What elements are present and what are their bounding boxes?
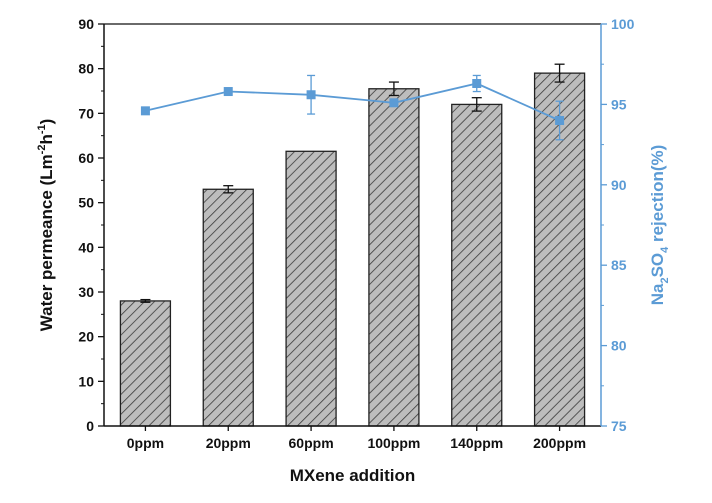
y-axis-title-sup2: -1 <box>36 124 48 134</box>
bar <box>368 88 420 427</box>
y-tick-label: 0 <box>86 418 94 434</box>
rejection-line <box>145 82 560 122</box>
y2-axis-title-end: rejection(%) <box>648 145 667 247</box>
rejection-point <box>306 90 316 100</box>
y-tick-label: 50 <box>78 195 94 211</box>
y2-axis-title-sub2: 4 <box>659 246 671 253</box>
x-tick-label: 0ppm <box>127 435 164 451</box>
x-tick-label: 100ppm <box>367 435 420 451</box>
rejection-point <box>223 87 233 97</box>
y-axis-title-sup1: -2 <box>36 145 48 155</box>
y2-axis-title: Na2SO4 rejection(%) <box>648 145 671 306</box>
y2-axis-title-sub1: 2 <box>659 277 671 283</box>
rejection-point <box>140 106 150 116</box>
y2-axis-title-mid: SO <box>648 253 667 278</box>
x-tick-label: 20ppm <box>206 435 251 451</box>
y2-tick-label: 85 <box>611 257 627 273</box>
y2-tick-label: 75 <box>611 418 627 434</box>
x-axis-title: MXene addition <box>290 466 416 485</box>
y2-tick-label: 100 <box>611 16 635 32</box>
y2-tick-label: 95 <box>611 96 627 112</box>
y2-tick-label: 90 <box>611 177 627 193</box>
x-tick-label: 140ppm <box>450 435 503 451</box>
y-axis-title-end: ) <box>37 119 56 125</box>
y-tick-label: 10 <box>78 373 94 389</box>
rejection-point <box>472 78 482 88</box>
bar <box>451 103 503 427</box>
x-tick-label: 200ppm <box>533 435 586 451</box>
y-tick-label: 80 <box>78 61 94 77</box>
bar <box>119 300 172 427</box>
bars-layer <box>119 63 586 427</box>
y-tick-label: 90 <box>78 16 94 32</box>
y-tick-label: 20 <box>78 329 94 345</box>
axes-layer: 0 10 20 30 40 50 60 70 80 90 75 80 85 90 95 100 0ppm 20pp… <box>78 16 634 451</box>
rejection-point <box>389 98 399 108</box>
bar <box>285 150 337 427</box>
rejection-point <box>555 115 565 125</box>
y-tick-label: 60 <box>78 150 94 166</box>
y2-axis-title-pre: Na <box>648 283 667 305</box>
x-tick-label: 60ppm <box>289 435 334 451</box>
y2-tick-label: 80 <box>611 338 627 354</box>
y-axis-title: Water permeance (Lm-2h-1) <box>36 119 56 332</box>
rejection-line-layer <box>140 74 565 141</box>
y-axis-title-main: Water permeance (Lm <box>37 154 56 331</box>
y-axis-title-mid: h <box>37 134 56 144</box>
y-tick-label: 40 <box>78 239 94 255</box>
y-tick-label: 30 <box>78 284 94 300</box>
y-tick-label: 70 <box>78 105 94 121</box>
bar <box>202 188 254 427</box>
